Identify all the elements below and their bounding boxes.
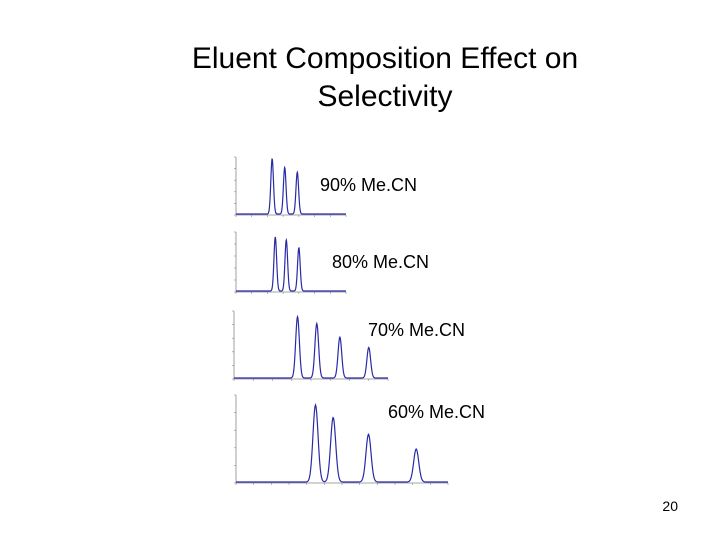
slide-title-line-1: Eluent Composition Effect on: [191, 42, 579, 75]
slide-title-line-2: Selectivity: [317, 80, 453, 113]
chromatogram-80-label: 80% Me.CN: [332, 252, 430, 272]
slide-title: Eluent Composition Effect on Selectivity: [120, 40, 650, 116]
chromatogram-70-label: 70% Me.CN: [368, 320, 466, 340]
chromatogram-70: [232, 310, 389, 381]
chromatogram-trace: [234, 314, 388, 379]
chromatogram-90-label: 90% Me.CN: [320, 175, 418, 195]
chromatogram-60: [234, 394, 449, 485]
chromatogram-80: [234, 231, 347, 294]
chromatogram-90: [234, 156, 347, 217]
chromatogram-trace: [236, 158, 346, 215]
chromatogram-trace: [236, 236, 346, 292]
chromatogram-60-label: 60% Me.CN: [388, 402, 486, 422]
page-number: 20: [662, 498, 678, 514]
chromatogram-trace: [236, 403, 448, 483]
